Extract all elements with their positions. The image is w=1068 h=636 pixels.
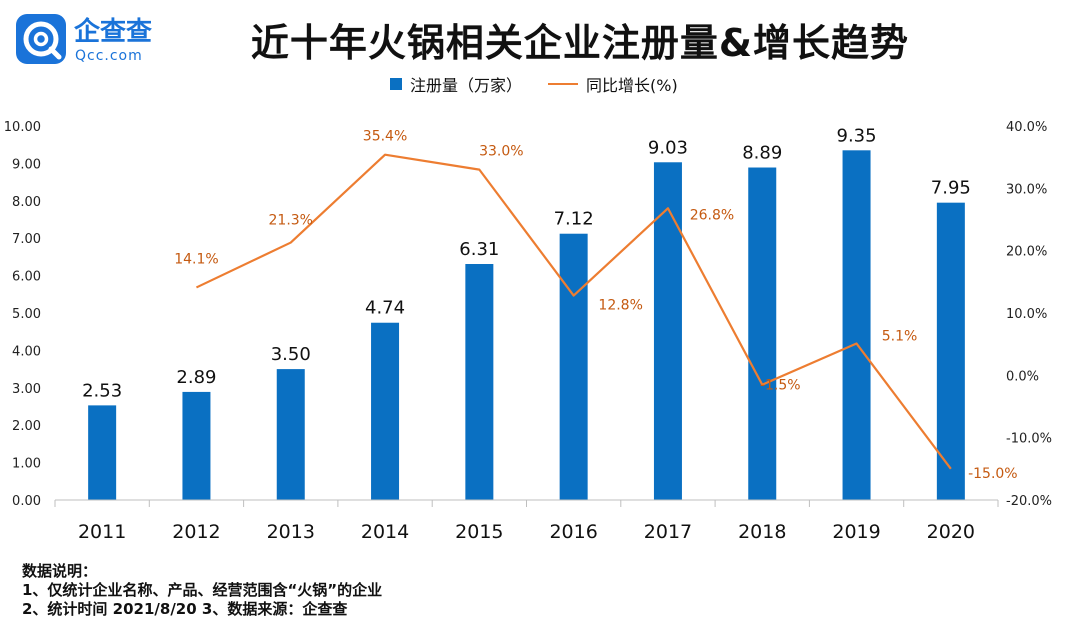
growth-value-label: 21.3% — [269, 213, 313, 229]
logo-domain: Qcc.com — [75, 48, 143, 64]
x-category-label: 2016 — [549, 521, 597, 543]
bar-2016 — [559, 233, 588, 500]
growth-value-label: -15.0% — [968, 466, 1018, 482]
bar-value-label: 7.12 — [554, 209, 594, 230]
bar-value-label: 8.89 — [742, 143, 782, 164]
bar-2017 — [653, 162, 682, 500]
growth-value-label: 14.1% — [174, 251, 218, 267]
left-axis: 0.00 1.00 2.00 3.00 4.00 5.00 6.00 7.00 8.00 9.00… — [4, 120, 41, 509]
right-tick-label: 40.0% — [1006, 120, 1047, 135]
bar-value-label: 2.89 — [176, 367, 216, 388]
qcc-logo-icon: 企查查 Qcc.com — [16, 14, 152, 64]
chart-title: 近十年火锅相关企业注册量&增长趋势 — [250, 21, 910, 65]
x-category-label: 2018 — [738, 521, 786, 543]
left-tick-label: 9.00 — [12, 157, 41, 172]
bar-value-label: 7.95 — [931, 178, 971, 199]
bar-2011 — [88, 405, 117, 500]
data-labels: 2.53 2.89 3.50 4.74 6.31 7.12 9.03 8.89 9.35 7.95… — [82, 125, 1018, 482]
x-category-label: 2019 — [832, 521, 880, 543]
right-tick-label: -10.0% — [1006, 432, 1052, 447]
growth-value-label: 33.0% — [479, 144, 523, 160]
bar-2019 — [842, 150, 871, 500]
legend-bar-swatch — [390, 78, 402, 90]
right-tick-label: 10.0% — [1006, 307, 1047, 322]
data-notes: 数据说明： 1、仅统计企业名称、产品、经营范围含“火锅”的企业 2、统计时间 2… — [22, 562, 382, 619]
legend-line-label: 同比增长(%) — [586, 76, 678, 95]
right-tick-label: 30.0% — [1006, 182, 1047, 197]
notes-line-1: 1、仅统计企业名称、产品、经营范围含“火锅”的企业 — [22, 581, 383, 599]
left-tick-label: 4.00 — [12, 344, 41, 359]
combo-chart: 0.00 1.00 2.00 3.00 4.00 5.00 6.00 7.00 8.00 9.00… — [4, 120, 1052, 543]
left-tick-label: 2.00 — [12, 419, 41, 434]
x-category-label: 2012 — [172, 521, 220, 543]
x-category-label: 2015 — [455, 521, 503, 543]
right-tick-label: 0.0% — [1006, 369, 1039, 384]
left-tick-label: 0.00 — [12, 494, 41, 509]
growth-value-label: 35.4% — [363, 129, 407, 145]
line-series — [195, 153, 952, 470]
bar-2018 — [748, 167, 777, 500]
left-tick-label: 7.00 — [12, 232, 41, 247]
bar-2020 — [936, 202, 965, 501]
x-axis: 2011 2012 2013 2014 2015 2016 2017 2018 2019 2020 — [54, 499, 999, 543]
bar-2014 — [371, 322, 400, 500]
left-tick-label: 1.00 — [12, 457, 41, 472]
bar-value-label: 9.03 — [648, 137, 688, 158]
growth-line — [195, 153, 952, 470]
chart-legend: 注册量（万家） 同比增长(%) — [390, 72, 678, 96]
bar-value-label: 3.50 — [271, 344, 311, 365]
right-tick-label: -20.0% — [1006, 494, 1052, 509]
notes-heading: 数据说明： — [22, 562, 98, 580]
x-category-label: 2014 — [361, 521, 409, 543]
growth-value-label: 26.8% — [690, 207, 734, 223]
right-tick-label: 20.0% — [1006, 245, 1047, 260]
legend-bar-label: 注册量（万家） — [410, 76, 523, 95]
left-tick-label: 6.00 — [12, 270, 41, 285]
x-category-label: 2011 — [78, 521, 126, 543]
growth-value-label: 5.1% — [882, 329, 918, 345]
left-tick-label: 10.00 — [4, 120, 41, 135]
x-category-label: 2020 — [927, 521, 975, 543]
growth-value-label: 12.8% — [598, 298, 642, 314]
logo-brand-name: 企查查 — [74, 16, 152, 47]
brand-logo: 企查查 Qcc.com — [14, 10, 174, 68]
bar-2012 — [182, 391, 211, 500]
legend-line-swatch — [548, 83, 579, 85]
bar-value-label: 6.31 — [459, 239, 499, 260]
bar-2015 — [465, 264, 494, 500]
bar-value-label: 2.53 — [82, 380, 122, 401]
bar-value-label: 9.35 — [837, 125, 877, 146]
left-tick-label: 5.00 — [12, 307, 41, 322]
bar-series — [88, 150, 965, 501]
bar-2013 — [276, 369, 305, 500]
notes-line-2: 2、统计时间 2021/8/20 3、数据来源：企查查 — [22, 600, 348, 618]
left-tick-label: 8.00 — [12, 195, 41, 210]
growth-value-label: -1.5% — [760, 378, 801, 394]
x-category-label: 2013 — [267, 521, 315, 543]
right-axis: -20.0% -10.0% 0.0% 10.0% 20.0% 30.0% 40.0% — [1006, 120, 1052, 509]
left-tick-label: 3.00 — [12, 382, 41, 397]
x-category-label: 2017 — [644, 521, 692, 543]
bar-value-label: 4.74 — [365, 298, 405, 319]
